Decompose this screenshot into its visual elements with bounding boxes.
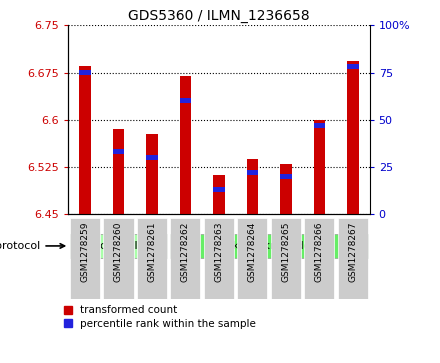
- Bar: [79, 66, 91, 214]
- Bar: [213, 187, 225, 192]
- FancyBboxPatch shape: [237, 218, 268, 299]
- Text: GSM1278260: GSM1278260: [114, 222, 123, 282]
- Bar: [246, 170, 258, 175]
- Legend: transformed count, percentile rank within the sample: transformed count, percentile rank withi…: [59, 301, 260, 333]
- FancyBboxPatch shape: [70, 218, 100, 299]
- Text: GSM1278264: GSM1278264: [248, 222, 257, 282]
- Bar: [314, 120, 325, 214]
- Bar: [113, 149, 124, 154]
- Bar: [314, 123, 325, 128]
- Bar: [146, 134, 158, 214]
- FancyBboxPatch shape: [70, 234, 167, 258]
- Text: GSM1278267: GSM1278267: [348, 222, 357, 282]
- FancyBboxPatch shape: [271, 218, 301, 299]
- Bar: [146, 155, 158, 160]
- Title: GDS5360 / ILMN_1236658: GDS5360 / ILMN_1236658: [128, 9, 310, 23]
- Text: Csnk1a1 knockdown: Csnk1a1 knockdown: [212, 241, 326, 251]
- FancyBboxPatch shape: [338, 218, 368, 299]
- Bar: [280, 174, 292, 179]
- Bar: [113, 129, 124, 214]
- Text: GSM1278259: GSM1278259: [81, 222, 89, 282]
- Bar: [280, 164, 292, 214]
- Text: GSM1278261: GSM1278261: [147, 222, 157, 282]
- FancyBboxPatch shape: [103, 218, 133, 299]
- Text: GSM1278265: GSM1278265: [281, 222, 290, 282]
- Text: GSM1278266: GSM1278266: [315, 222, 324, 282]
- FancyBboxPatch shape: [304, 218, 334, 299]
- FancyBboxPatch shape: [137, 218, 167, 299]
- Bar: [347, 61, 359, 214]
- Text: GSM1278263: GSM1278263: [214, 222, 224, 282]
- FancyBboxPatch shape: [204, 218, 234, 299]
- Bar: [79, 70, 91, 75]
- Bar: [246, 159, 258, 214]
- Bar: [213, 175, 225, 214]
- Bar: [180, 76, 191, 214]
- Text: control: control: [99, 241, 138, 251]
- Bar: [347, 64, 359, 69]
- FancyBboxPatch shape: [170, 234, 368, 258]
- Text: GSM1278262: GSM1278262: [181, 222, 190, 282]
- Bar: [180, 98, 191, 103]
- Text: protocol: protocol: [0, 241, 65, 251]
- FancyBboxPatch shape: [170, 218, 201, 299]
